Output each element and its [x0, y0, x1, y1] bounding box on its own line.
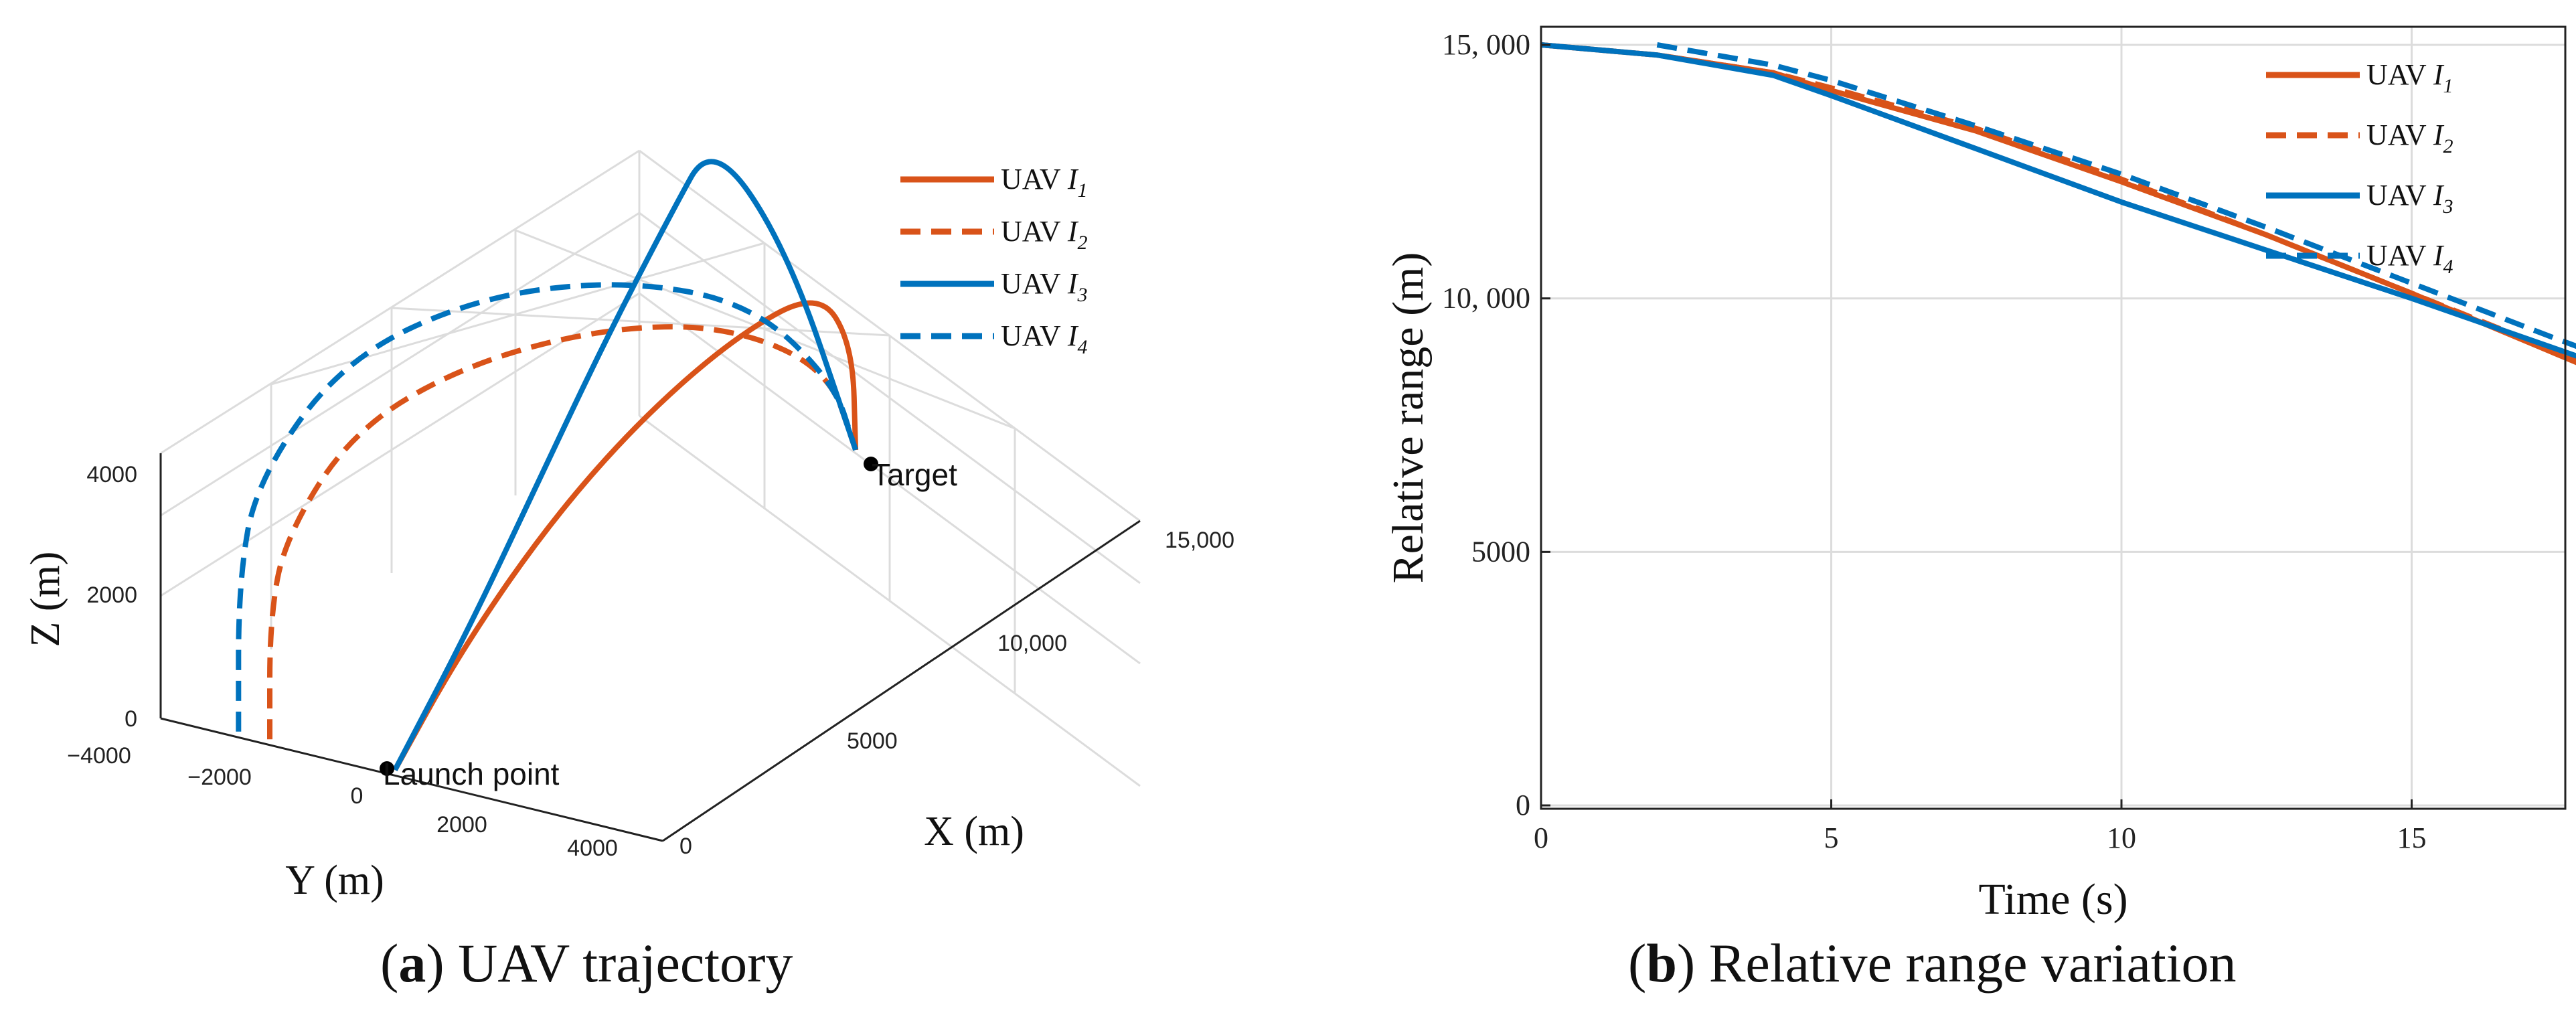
trajectory-line-1: [392, 300, 859, 771]
y-tick-label: 0: [1516, 789, 1530, 821]
x-tick-label: 5000: [847, 728, 898, 754]
panel-a-x-axis-label: X (m): [924, 809, 1024, 854]
legend-item: UAV I1: [2266, 58, 2453, 97]
legend-label: UAV I3: [1001, 267, 1088, 306]
legend-item: UAV I4: [900, 319, 1088, 358]
legend-item: UAV I2: [2266, 119, 2453, 157]
caption-a-close: ): [426, 933, 445, 994]
legend-item: UAV I2: [900, 215, 1088, 254]
target-label: Target: [872, 457, 957, 492]
panel-b-grid: [1541, 27, 2565, 809]
y-tick-label: 5000: [1471, 535, 1530, 568]
legend-item: UAV I1: [900, 163, 1088, 202]
x-tick-label: 5: [1824, 821, 1839, 854]
y-tick-label: 0: [351, 783, 364, 809]
z-tick-label: 4000: [86, 462, 137, 487]
y-tick-label: 2000: [436, 812, 487, 838]
x-tick-label: 10: [2107, 821, 2136, 854]
trajectory-line-2: [266, 324, 858, 740]
caption-b-letter: b: [1646, 933, 1677, 994]
z-tick-label: 2000: [86, 582, 137, 608]
y-tick-label: 4000: [567, 836, 618, 861]
panel-a-x-ticks: 0 5000 10,000 15,000: [679, 528, 1234, 859]
launch-point-label: Launch point: [383, 757, 560, 791]
target-marker: [864, 457, 878, 471]
caption-b-open: (: [1628, 933, 1647, 994]
caption-a-open: (: [380, 933, 399, 994]
legend-label: UAV I2: [1001, 215, 1088, 254]
x-tick-label: 0: [1534, 821, 1548, 854]
panel-a-markers-layer: [380, 457, 878, 776]
legend-label: UAV I4: [2366, 239, 2453, 278]
range-line-3: [1540, 42, 2576, 359]
caption-b: (b) Relative range variation: [1628, 932, 2237, 995]
panel-a-y-axis-label: Y (m): [285, 858, 384, 903]
trajectory-line-4: [236, 282, 858, 732]
caption-b-text: Relative range variation: [1695, 933, 2237, 994]
y-tick-label: −2000: [187, 765, 252, 790]
panel-b-x-axis-label: Time (s): [1978, 875, 2127, 924]
launch-point-marker: [380, 761, 394, 776]
legend-item: UAV I3: [2266, 179, 2453, 218]
z-tick-label: 0: [125, 706, 137, 732]
legend-label: UAV I4: [1001, 319, 1088, 358]
panel-a-box-grid: [159, 149, 1141, 787]
panel-a-y-ticks: −4000 −2000 0 2000 4000: [67, 743, 618, 861]
panel-a-axes: [159, 453, 1141, 842]
legend-label: UAV I3: [2366, 179, 2453, 218]
range-line-2: [1540, 42, 2576, 363]
panel-b-y-axis-label: Relative range (m): [1384, 252, 1433, 584]
trajectory-line-3: [392, 159, 858, 771]
panel-b-legend: UAV I1 UAV I2 UAV I3 UAV I4: [2266, 58, 2453, 278]
x-tick-label: 0: [679, 834, 692, 859]
y-tick-label: 15, 000: [1442, 28, 1530, 61]
panel-a-z-ticks: 0 2000 4000: [86, 462, 137, 732]
y-tick-label: 10, 000: [1442, 282, 1530, 315]
caption-a-text: UAV trajectory: [444, 933, 793, 994]
legend-label: UAV I1: [2366, 58, 2453, 97]
panel-a-z-axis-label: Z (m): [23, 552, 68, 647]
y-tick-label: −4000: [67, 743, 131, 769]
legend-label: UAV I1: [1001, 163, 1088, 202]
x-tick-label: 10,000: [997, 631, 1067, 656]
panel-b-series-layer: [1540, 42, 2576, 366]
panel-a-legend: UAV I1 UAV I2 UAV I3 UAV I4: [900, 163, 1088, 358]
caption-a: (a) UAV trajectory: [380, 932, 793, 995]
panel-b-plot-frame: [1540, 25, 2567, 810]
caption-b-close: ): [1676, 933, 1696, 994]
legend-item: UAV I3: [900, 267, 1088, 306]
panel-a-series-layer: [236, 159, 859, 771]
legend-item: UAV I4: [2266, 239, 2453, 278]
caption-a-letter: a: [398, 933, 426, 994]
panel-a-3d-trajectory-chart: 0 2000 4000 −4000 −2000 0 2000 4000 0 50…: [23, 149, 1234, 903]
legend-label: UAV I2: [2366, 119, 2453, 157]
x-tick-label: 15,000: [1165, 528, 1234, 553]
x-tick-label: 15: [2397, 821, 2427, 854]
